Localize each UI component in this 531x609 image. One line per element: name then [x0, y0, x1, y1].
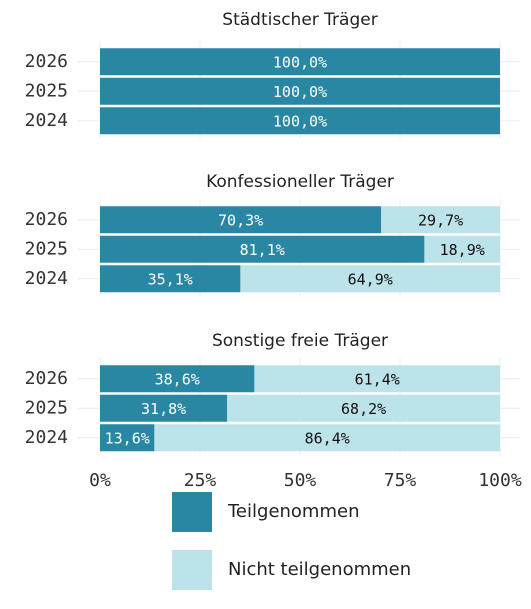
- bar-segment: [100, 424, 155, 452]
- y-tick-label: 2026: [25, 368, 68, 389]
- x-tick-label: 25%: [184, 470, 217, 491]
- bar-segment: [100, 394, 228, 422]
- bar-segment: [154, 424, 500, 452]
- value-label: 31,8%: [141, 400, 186, 418]
- bar-segment: [240, 265, 500, 293]
- x-tick-label: 75%: [384, 470, 417, 491]
- bar-segment: [100, 265, 241, 293]
- bar-segment: [424, 235, 500, 263]
- legend-swatch: [172, 550, 212, 590]
- y-tick-label: 2026: [25, 51, 68, 72]
- x-tick-label: 0%: [89, 470, 111, 491]
- value-label: 81,1%: [240, 241, 285, 259]
- value-label: 61,4%: [355, 370, 400, 388]
- value-label: 70,3%: [218, 211, 263, 229]
- bar-segment: [100, 235, 425, 263]
- y-tick-label: 2025: [25, 397, 68, 418]
- bar-segment: [381, 206, 500, 234]
- value-label: 29,7%: [418, 211, 463, 229]
- value-label: 100,0%: [273, 53, 327, 71]
- x-tick-label: 50%: [284, 470, 317, 491]
- bar-segment: [254, 365, 500, 393]
- bar-segment: [100, 107, 500, 135]
- bar-segment: [227, 394, 500, 422]
- value-label: 100,0%: [273, 112, 327, 130]
- x-tick-label: 100%: [478, 470, 522, 491]
- value-label: 38,6%: [155, 370, 200, 388]
- panel-title: Städtischer Träger: [222, 10, 377, 30]
- bar-segment: [100, 206, 382, 234]
- bar-segment: [100, 48, 500, 76]
- y-tick-label: 2024: [25, 268, 68, 289]
- legend-label: Teilgenommen: [227, 501, 359, 522]
- value-label: 13,6%: [105, 429, 150, 447]
- y-tick-label: 2024: [25, 110, 68, 131]
- bar-segment: [100, 365, 255, 393]
- y-tick-label: 2026: [25, 209, 68, 230]
- value-label: 68,2%: [341, 400, 386, 418]
- y-tick-label: 2025: [25, 80, 68, 101]
- bar-segment: [100, 77, 500, 105]
- value-label: 35,1%: [148, 270, 193, 288]
- value-label: 64,9%: [348, 270, 393, 288]
- value-label: 86,4%: [305, 429, 350, 447]
- value-label: 18,9%: [440, 241, 485, 259]
- legend-label: Nicht teilgenommen: [228, 559, 411, 580]
- value-label: 100,0%: [273, 83, 327, 101]
- legend-swatch: [172, 492, 212, 532]
- y-tick-label: 2025: [25, 238, 68, 259]
- y-tick-label: 2024: [25, 427, 68, 448]
- panel-title: Sonstige freie Träger: [212, 331, 388, 351]
- panel-title: Konfessioneller Träger: [206, 172, 394, 192]
